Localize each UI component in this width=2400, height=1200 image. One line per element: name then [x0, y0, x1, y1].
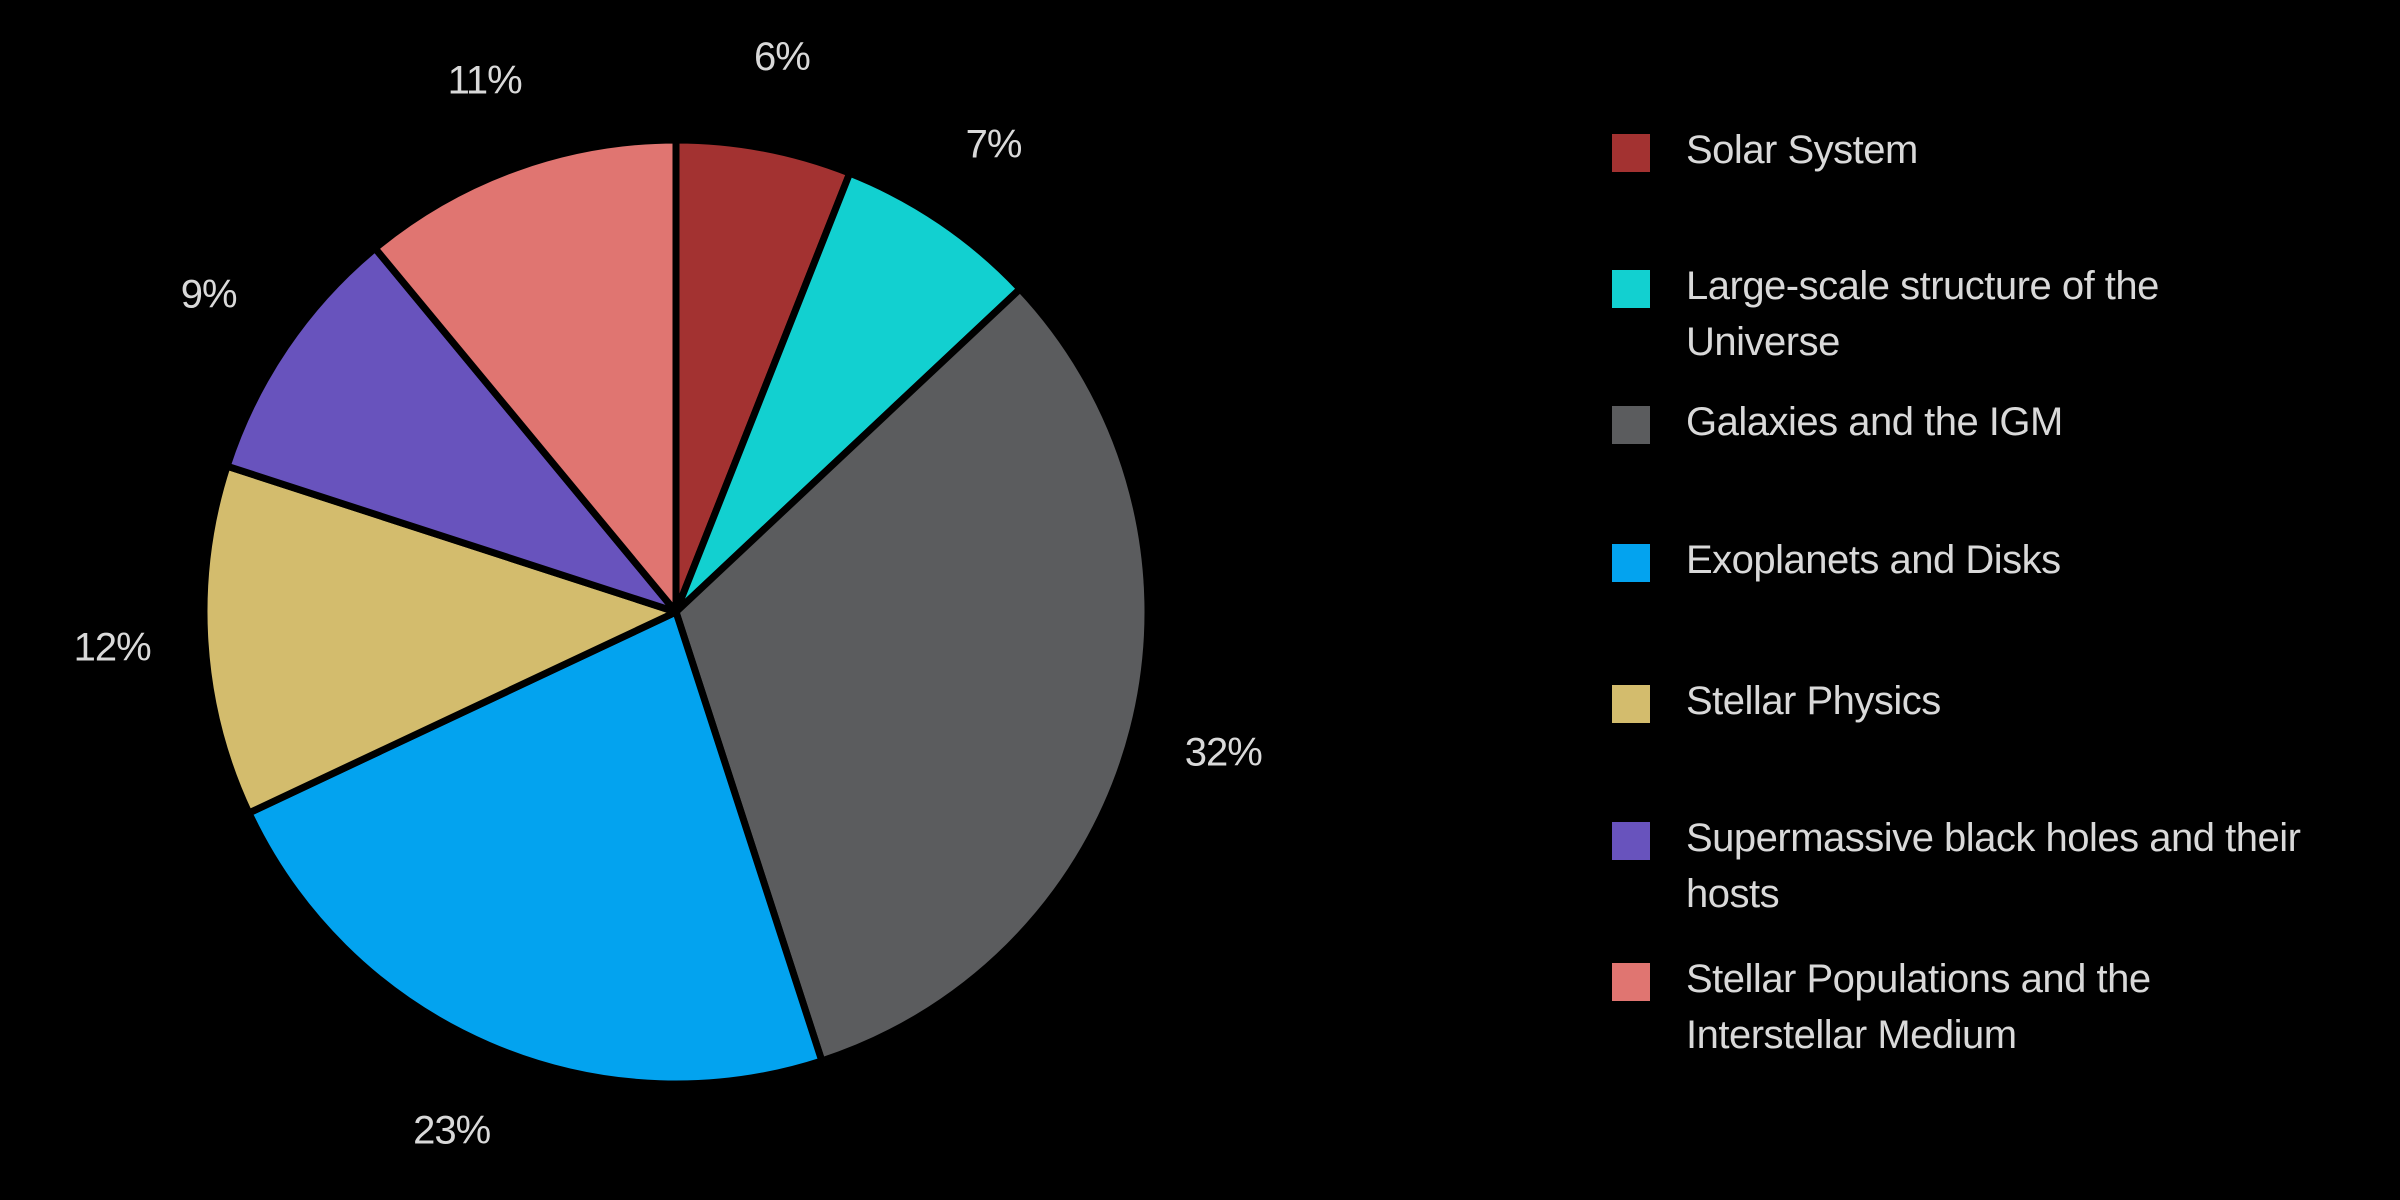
- legend-label-solar-system: Solar System: [1686, 128, 1918, 172]
- pie-slice-labels: 6% 7% 32% 23% 12% 9% 11%: [74, 35, 1264, 1153]
- legend-label-stellar-populations: Stellar Populations and the Interstellar…: [1686, 957, 2151, 1057]
- legend-swatch-large-scale-structure: [1612, 270, 1650, 308]
- pie-slice-stellar-populations-and-the-interstellar-medium: [371, 136, 680, 616]
- legend-label-exoplanets-disks: Exoplanets and Disks: [1686, 538, 2061, 582]
- legend-item-stellar-physics: Stellar Physics: [1612, 673, 2306, 729]
- slice-label-galaxies-and-the-igm: 32%: [1185, 731, 1262, 775]
- legend-swatch-solar-system: [1612, 134, 1650, 172]
- pie-slice-exoplanets-and-disks: [245, 608, 826, 1088]
- legend-label-large-scale-structure: Large-scale structure of the Universe: [1686, 264, 2159, 364]
- legend-item-large-scale-structure: Large-scale structure of the Universe: [1612, 258, 2306, 370]
- legend-swatch-supermassive-black-holes: [1612, 822, 1650, 860]
- legend-label-supermassive-black-holes: Supermassive black holes and their hosts: [1686, 816, 2301, 916]
- pie-slice-supermassive-black-holes-and-their-hosts: [223, 244, 680, 616]
- slice-label-supermassive-black-holes-and-their-hosts: 9%: [181, 272, 237, 316]
- legend-swatch-stellar-populations: [1612, 963, 1650, 1001]
- slice-label-exoplanets-and-disks: 23%: [413, 1109, 490, 1153]
- legend-swatch-stellar-physics: [1612, 685, 1650, 723]
- pie-slice-galaxies-and-the-igm: [672, 285, 1152, 1065]
- legend-swatch-galaxies-igm: [1612, 406, 1650, 444]
- chart-legend: Solar System Large-scale structure of th…: [1612, 0, 2372, 1200]
- legend-item-supermassive-black-holes: Supermassive black holes and their hosts: [1612, 810, 2306, 922]
- legend-label-galaxies-igm: Galaxies and the IGM: [1686, 400, 2063, 444]
- legend-item-galaxies-igm: Galaxies and the IGM: [1612, 394, 2306, 450]
- slice-label-large-scale-structure-of-the-universe: 7%: [966, 123, 1022, 167]
- pie-slice-large-scale-structure-of-the-universe: [672, 169, 1024, 616]
- legend-label-stellar-physics: Stellar Physics: [1686, 679, 1941, 723]
- slice-label-stellar-physics: 12%: [74, 625, 151, 669]
- legend-item-stellar-populations: Stellar Populations and the Interstellar…: [1612, 951, 2306, 1063]
- legend-swatch-exoplanets-disks: [1612, 544, 1650, 582]
- legend-item-solar-system: Solar System: [1612, 122, 2306, 178]
- pie-slice-stellar-physics: [200, 462, 680, 817]
- slice-label-stellar-populations-and-the-interstellar-medium: 11%: [448, 58, 523, 102]
- slice-label-solar-system: 6%: [754, 35, 810, 79]
- pie-slices: [200, 136, 1152, 1088]
- legend-item-exoplanets-disks: Exoplanets and Disks: [1612, 532, 2306, 588]
